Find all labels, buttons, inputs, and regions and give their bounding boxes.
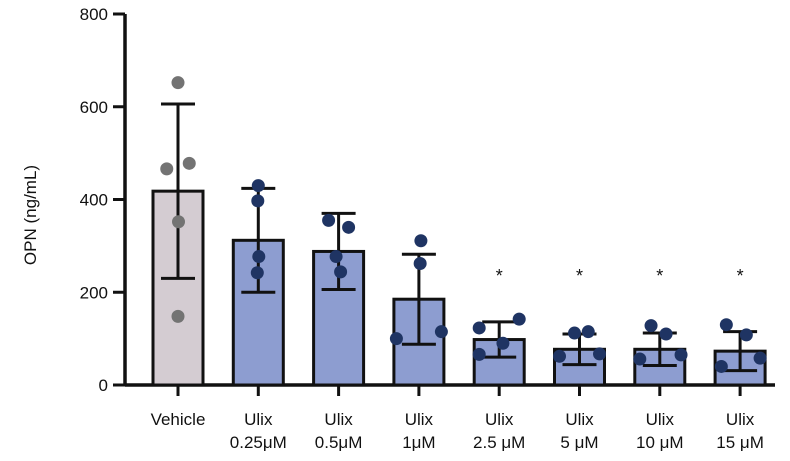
data-point [674, 348, 688, 362]
x-tick-label: 1μM [402, 433, 435, 452]
x-tick-label: Ulix [565, 410, 594, 429]
data-point [593, 347, 606, 361]
x-tick-label: 10 μM [636, 433, 684, 452]
x-tick-label: Vehicle [151, 410, 206, 429]
y-tick-label: 800 [80, 5, 108, 24]
x-axis-labels: Vehicle Ulix 0.25μM Ulix 0.5μM Ulix 1μM Ulix 2.5… [151, 385, 764, 452]
significance-star: * [656, 266, 663, 286]
data-point [568, 326, 581, 340]
data-point [581, 325, 595, 339]
data-point [496, 336, 510, 350]
data-point [182, 156, 196, 170]
data-point [171, 309, 185, 323]
data-point [252, 250, 266, 264]
data-point [553, 349, 566, 363]
data-point [171, 76, 185, 90]
significance-star: * [576, 266, 583, 286]
data-points [160, 76, 767, 373]
data-point [472, 321, 486, 335]
y-axis-ticks: 0 200 400 600 800 [80, 5, 125, 395]
data-point [251, 194, 265, 208]
data-point [753, 351, 767, 365]
y-tick-label: 600 [80, 98, 108, 117]
x-tick-label: Ulix [405, 410, 434, 429]
data-point [739, 328, 753, 342]
data-point [172, 215, 185, 229]
x-tick-label: 15 μM [716, 433, 764, 452]
x-tick-label: Ulix [726, 410, 755, 429]
x-tick-label: Ulix [324, 410, 353, 429]
data-point [251, 179, 265, 193]
x-tick-label: 2.5 μM [473, 433, 525, 452]
x-tick-label: Ulix [485, 410, 514, 429]
y-tick-label: 0 [99, 376, 108, 395]
data-point [512, 312, 526, 326]
y-tick-label: 200 [80, 283, 108, 302]
data-point [160, 162, 174, 176]
significance-markers: * * * * [496, 266, 744, 286]
data-point [633, 352, 647, 366]
data-point [322, 213, 336, 227]
data-point [644, 319, 658, 333]
data-point [329, 250, 343, 264]
data-point [719, 318, 733, 332]
data-point [250, 266, 264, 280]
x-tick-label: 0.25μM [230, 433, 287, 452]
y-axis-label: OPN (ng/mL) [21, 165, 40, 265]
x-tick-label: 5 μM [560, 433, 598, 452]
x-tick-label: Ulix [244, 410, 273, 429]
x-tick-label: 0.5μM [315, 433, 363, 452]
significance-star: * [496, 266, 503, 286]
y-tick-label: 400 [80, 191, 108, 210]
x-tick-label: Ulix [646, 410, 675, 429]
data-point [389, 332, 403, 346]
data-point [472, 347, 486, 361]
bars [151, 189, 767, 387]
data-point [413, 256, 427, 270]
data-point [342, 220, 356, 234]
significance-star: * [737, 266, 744, 286]
data-point [334, 265, 348, 279]
data-point [714, 359, 728, 373]
data-point [414, 234, 428, 248]
data-point [434, 325, 448, 339]
data-point [659, 327, 673, 341]
